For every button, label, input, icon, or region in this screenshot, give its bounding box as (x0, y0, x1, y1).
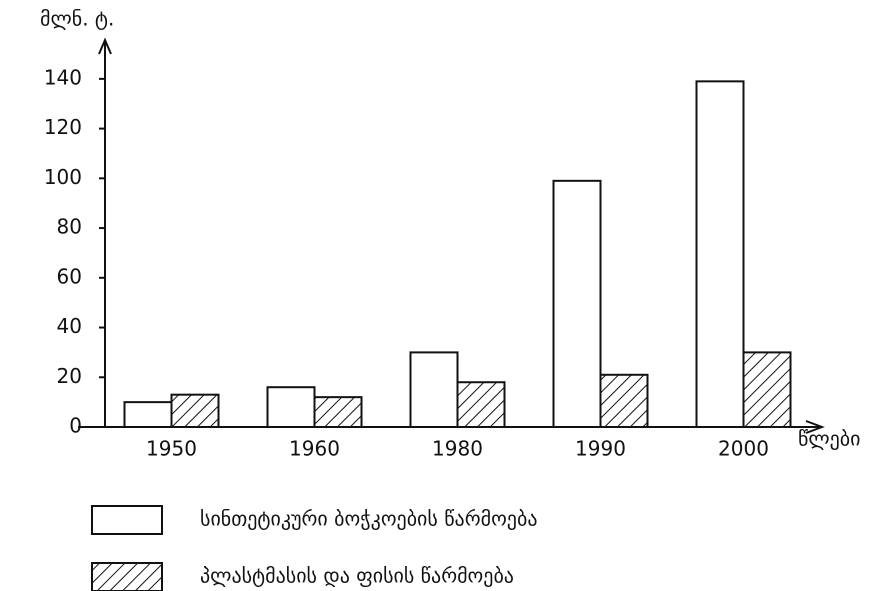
y-tick-label: 100 (44, 165, 82, 189)
y-axis-arrow (98, 37, 112, 55)
x-axis-arrow (805, 420, 825, 434)
x-tick-label: 1960 (289, 437, 340, 461)
y-tick-label: 60 (57, 264, 82, 288)
x-axis-label: წლები (798, 427, 861, 451)
bar (742, 351, 792, 428)
x-tick-label: 1990 (575, 437, 626, 461)
bar (409, 351, 459, 428)
bar (456, 381, 506, 428)
bar (695, 80, 745, 428)
bar (170, 393, 220, 429)
bar (313, 396, 363, 429)
y-tick-label: 120 (44, 115, 82, 139)
bar (552, 179, 602, 428)
x-tick-label: 1950 (146, 437, 197, 461)
legend-swatch (91, 505, 163, 535)
y-axis-label: მლნ. ტ. (40, 7, 114, 31)
y-tick-label: 0 (69, 414, 82, 438)
bar (599, 373, 649, 428)
x-tick-label: 2000 (718, 437, 769, 461)
y-tick-label: 40 (57, 314, 82, 338)
bar (123, 401, 173, 428)
y-tick-label: 140 (44, 65, 82, 89)
x-tick-label: 1980 (432, 437, 483, 461)
legend-label: სინთეტიკური ბოჭკოების წარმოება (200, 507, 537, 531)
legend-swatch (91, 562, 163, 591)
legend-label: პლასტმასის და ფისის წარმოება (200, 564, 514, 588)
y-tick-label: 80 (57, 215, 82, 239)
y-tick-label: 20 (57, 364, 82, 388)
bar (266, 386, 316, 429)
